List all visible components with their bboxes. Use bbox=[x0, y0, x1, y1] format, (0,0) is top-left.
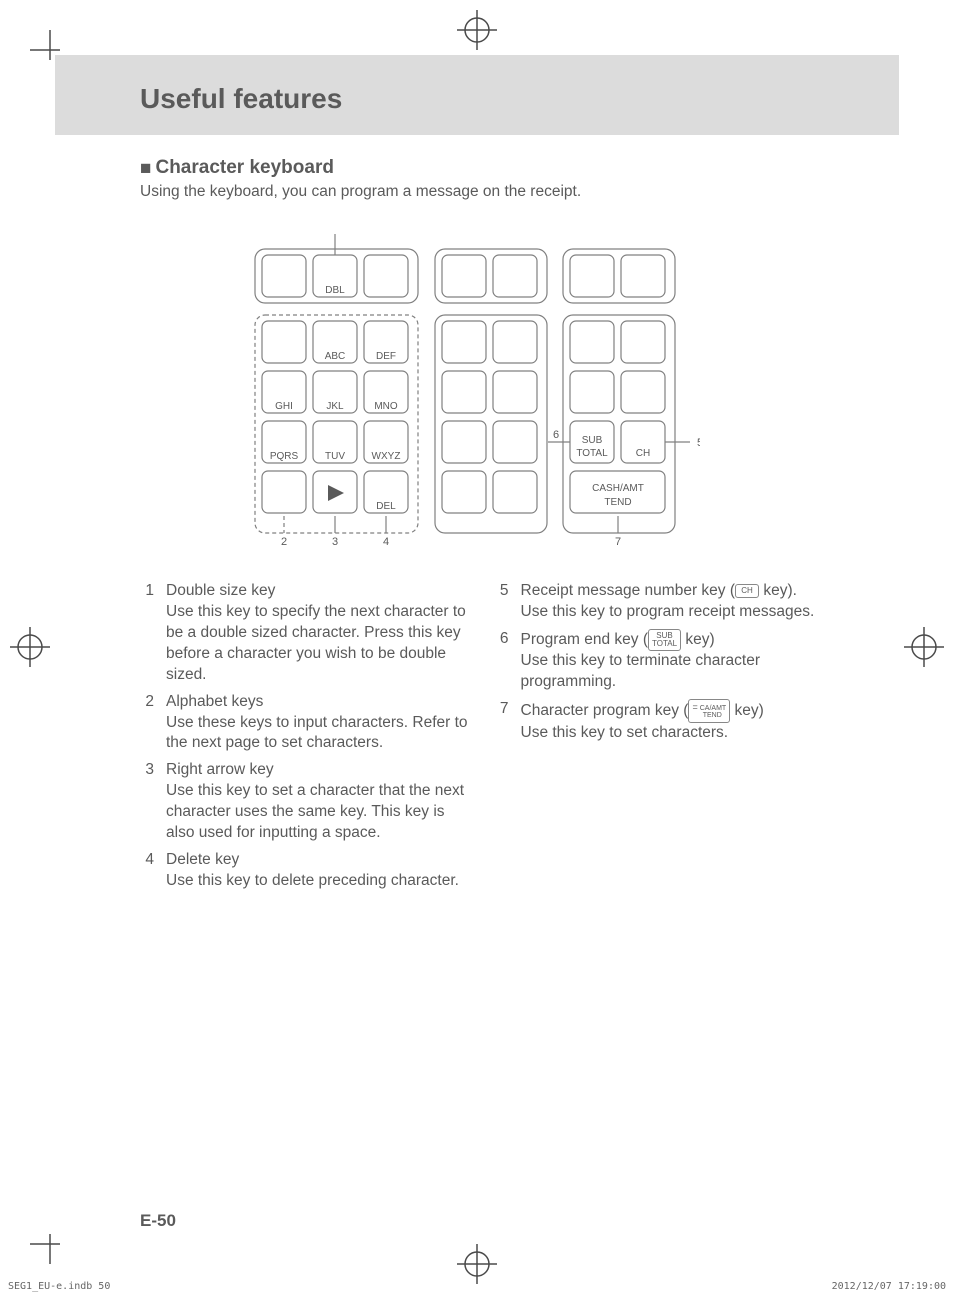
crop-mark-left bbox=[10, 627, 50, 667]
content-area: ■ Character keyboard Using the keyboard,… bbox=[55, 135, 825, 898]
def-title-pre: Program end key ( bbox=[521, 631, 649, 648]
footer-meta: SEG1_EU-e.indb 50 2012/12/07 17:19:00 bbox=[0, 1281, 954, 1294]
page: Useful features ■ Character keyboard Usi… bbox=[55, 55, 899, 1239]
def-title: Delete key bbox=[166, 850, 471, 871]
callout-2: 2 bbox=[281, 536, 287, 548]
def-title: Alphabet keys bbox=[166, 692, 471, 713]
def-num: 3 bbox=[140, 760, 154, 844]
bullet-square-icon: ■ bbox=[140, 159, 151, 178]
def-title-pre: Character program key ( bbox=[521, 702, 689, 719]
def-desc: Use this key to specify the next charact… bbox=[166, 602, 471, 686]
def-num: 2 bbox=[140, 692, 154, 755]
right-arrow-icon bbox=[328, 485, 344, 501]
definitions-columns: 1 Double size key Use this key to specif… bbox=[140, 581, 825, 898]
def-desc: Use this key to terminate character prog… bbox=[521, 651, 826, 693]
key-cash-2: TEND bbox=[604, 497, 631, 508]
def-7: 7 Character program key (=CA/AMT TEND ke… bbox=[495, 699, 826, 744]
key-ghi: GHI bbox=[275, 401, 293, 412]
def-1: 1 Double size key Use this key to specif… bbox=[140, 581, 471, 686]
def-title-post: key) bbox=[730, 702, 764, 719]
keycap-subtotal-icon: SUBTOTAL bbox=[648, 629, 681, 651]
def-5: 5 Receipt message number key (CH key). U… bbox=[495, 581, 826, 623]
callout-4: 4 bbox=[383, 536, 389, 548]
section-heading: ■ Character keyboard bbox=[140, 157, 825, 179]
key-cash-1: CASH/AMT bbox=[592, 483, 644, 494]
callout-5: 5 bbox=[697, 437, 700, 449]
def-6: 6 Program end key (SUBTOTAL key) Use thi… bbox=[495, 629, 826, 693]
def-num: 6 bbox=[495, 629, 509, 693]
section-heading-text: Character keyboard bbox=[155, 157, 333, 179]
key-jkl: JKL bbox=[326, 401, 344, 412]
def-title-post: key) bbox=[681, 631, 715, 648]
def-3: 3 Right arrow key Use this key to set a … bbox=[140, 760, 471, 844]
key-tuv: TUV bbox=[325, 451, 345, 462]
def-4: 4 Delete key Use this key to delete prec… bbox=[140, 850, 471, 892]
key-del: DEL bbox=[376, 501, 396, 512]
key-ch: CH bbox=[636, 448, 650, 459]
page-number: E-50 bbox=[140, 1211, 176, 1231]
definitions-left: 1 Double size key Use this key to specif… bbox=[140, 581, 471, 898]
page-title: Useful features bbox=[140, 83, 869, 115]
def-num: 7 bbox=[495, 699, 509, 744]
def-num: 1 bbox=[140, 581, 154, 686]
def-title: Right arrow key bbox=[166, 760, 471, 781]
keycap-cashamt-icon: =CA/AMT TEND bbox=[688, 699, 730, 723]
callout-7: 7 bbox=[615, 536, 621, 548]
def-desc: Use this key to set a character that the… bbox=[166, 781, 471, 844]
definitions-right: 5 Receipt message number key (CH key). U… bbox=[495, 581, 826, 898]
section-intro: Using the keyboard, you can program a me… bbox=[140, 183, 825, 201]
key-subtotal-2: TOTAL bbox=[576, 448, 608, 459]
callout-1: 1 bbox=[332, 231, 338, 234]
def-title: Double size key bbox=[166, 581, 471, 602]
def-title: Receipt message number key (CH key). bbox=[521, 581, 826, 602]
def-title: Character program key (=CA/AMT TEND key) bbox=[521, 699, 826, 723]
def-desc: Use this key to set characters. bbox=[521, 723, 826, 744]
key-subtotal-1: SUB bbox=[582, 435, 603, 446]
key-wxyz: WXYZ bbox=[372, 451, 401, 462]
def-title-post: key). bbox=[759, 582, 797, 599]
def-title: Program end key (SUBTOTAL key) bbox=[521, 629, 826, 651]
def-num: 5 bbox=[495, 581, 509, 623]
footer-left: SEG1_EU-e.indb 50 bbox=[8, 1281, 110, 1292]
callout-3: 3 bbox=[332, 536, 338, 548]
keycap-ch-icon: CH bbox=[735, 584, 759, 598]
key-mno: MNO bbox=[374, 401, 398, 412]
def-desc: Use this key to delete preceding charact… bbox=[166, 871, 471, 892]
key-dbl: DBL bbox=[325, 285, 345, 296]
crop-mark-bottom bbox=[457, 1244, 497, 1284]
callout-6: 6 bbox=[553, 429, 559, 441]
def-num: 4 bbox=[140, 850, 154, 892]
key-def: DEF bbox=[376, 351, 396, 362]
crop-mark-top bbox=[457, 10, 497, 50]
keyboard-diagram: DBL ABC DEF GHI JKL MNO bbox=[250, 231, 700, 561]
def-title-pre: Receipt message number key ( bbox=[521, 582, 736, 599]
def-desc: Use this key to program receipt messages… bbox=[521, 602, 826, 623]
footer-right: 2012/12/07 17:19:00 bbox=[832, 1281, 946, 1292]
key-abc: ABC bbox=[325, 351, 346, 362]
header-bar: Useful features bbox=[55, 55, 899, 135]
def-2: 2 Alphabet keys Use these keys to input … bbox=[140, 692, 471, 755]
crop-mark-right bbox=[904, 627, 944, 667]
key-pqrs: PQRS bbox=[270, 451, 299, 462]
def-desc: Use these keys to input characters. Refe… bbox=[166, 713, 471, 755]
